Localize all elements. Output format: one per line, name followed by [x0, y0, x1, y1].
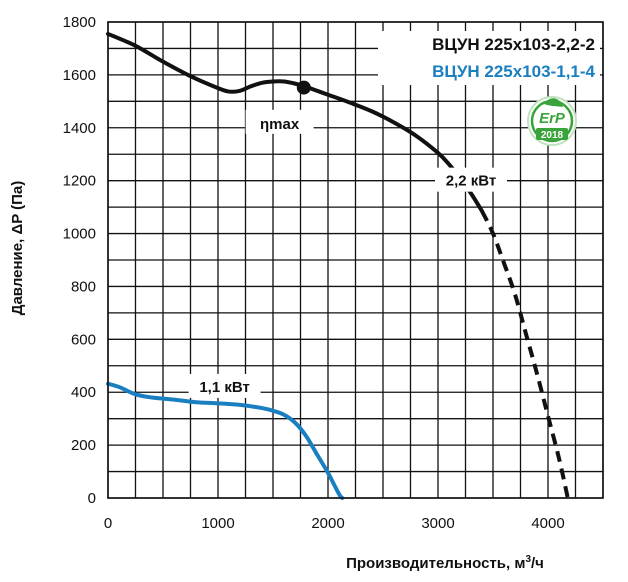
erp-badge-year: 2018	[541, 130, 564, 141]
series-0-power-label: 2,2 кВт	[446, 173, 497, 190]
y-tick-label: 400	[71, 384, 96, 401]
x-tick-label: 2000	[311, 515, 344, 532]
y-tick-label: 800	[71, 278, 96, 295]
series-0-dashed-curve	[480, 210, 570, 499]
y-tick-label: 1600	[63, 67, 96, 84]
x-axis-unit-tail: /ч	[531, 555, 544, 572]
legend-label-series-1: ВЦУН 225x103-1,1-4	[432, 62, 595, 81]
legend-background	[378, 31, 600, 85]
erp-badge-text: ErP	[539, 110, 566, 127]
efficiency-max-marker	[296, 80, 311, 95]
tick-layer: 0 1000 2000 3000 4000 0 200 400 600 800 1000 1200 14…	[63, 14, 565, 532]
x-tick-label: 3000	[421, 515, 454, 532]
erp-badge-year-background	[536, 128, 568, 140]
y-axis-title: Давление, ΔP (Па)	[9, 181, 26, 315]
series-1-power-label-background	[188, 373, 261, 398]
plot-frame	[107, 21, 604, 499]
efficiency-max-label: ηmax	[260, 116, 300, 133]
legend: ВЦУН 225x103-2,2-2 ВЦУН 225x103-1,1-4	[378, 31, 600, 85]
y-tick-label: 1800	[63, 14, 96, 31]
x-axis-unit-sup: 3	[525, 554, 531, 565]
x-tick-label: 1000	[201, 515, 234, 532]
x-tick-label: 4000	[531, 515, 564, 532]
series-1-power-label: 1,1 кВт	[199, 379, 250, 396]
efficiency-max-label-background	[245, 109, 314, 134]
erp-badge: ErP 2018	[527, 96, 577, 146]
x-axis-title: Производительность, м3/ч	[346, 554, 544, 572]
erp-leaf-icon	[544, 98, 563, 107]
y-tick-label: 1400	[63, 120, 96, 137]
label-layer: 2,2 кВт ηmax 1,1 кВт	[188, 109, 507, 398]
y-tick-label: 1000	[63, 226, 96, 243]
x-axis-unit-base: м	[514, 555, 525, 572]
series-0-power-label-background	[435, 167, 507, 192]
legend-label-series-0: ВЦУН 225x103-2,2-2	[432, 35, 595, 54]
x-axis-title-main: Производительность,	[346, 555, 510, 572]
y-tick-label: 0	[88, 490, 96, 507]
series-1-curve	[106, 381, 345, 500]
curve-layer	[106, 31, 570, 500]
y-tick-label: 200	[71, 437, 96, 454]
y-tick-label: 600	[71, 331, 96, 348]
y-tick-label: 1200	[63, 173, 96, 190]
x-tick-label: 0	[104, 515, 112, 532]
